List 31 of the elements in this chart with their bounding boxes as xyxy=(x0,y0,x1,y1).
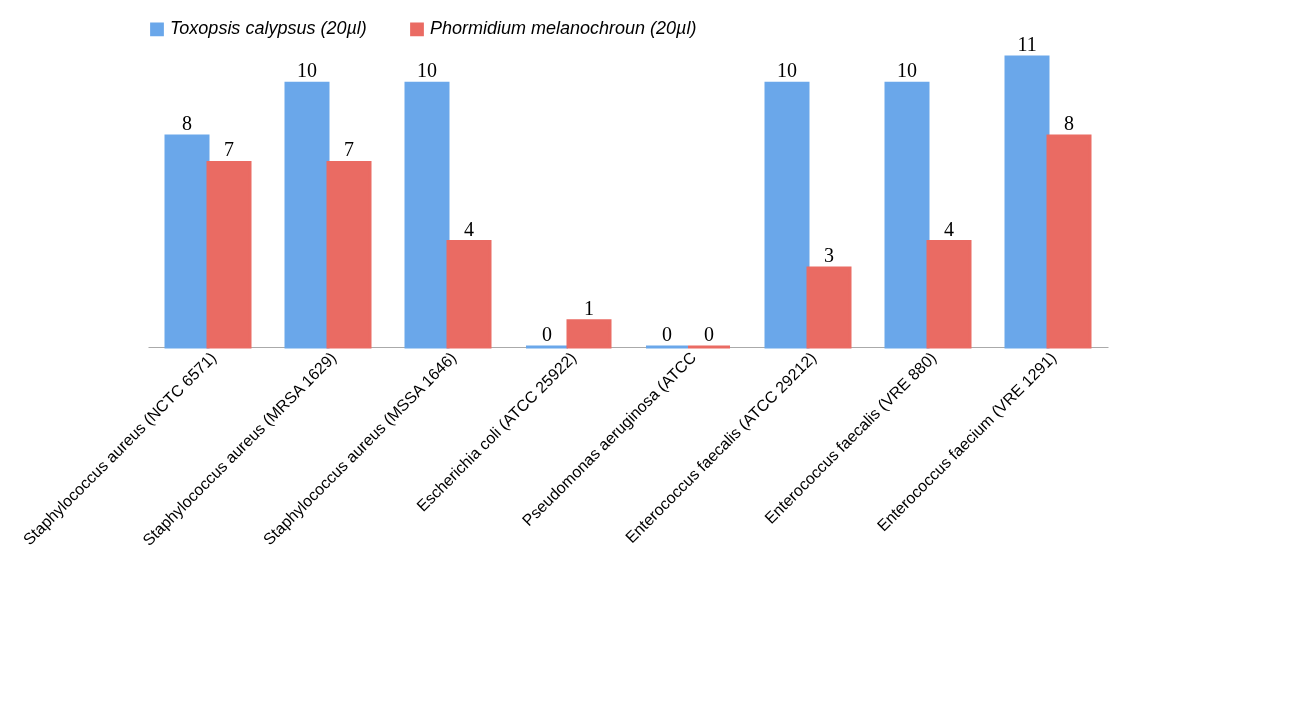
data-label: 1 xyxy=(584,296,594,319)
data-label: 3 xyxy=(824,243,834,266)
data-label: 0 xyxy=(704,323,714,345)
bar xyxy=(1046,134,1092,349)
data-label: 4 xyxy=(944,217,954,240)
data-label: 8 xyxy=(182,112,192,135)
bar xyxy=(926,240,972,349)
bar xyxy=(206,160,252,349)
bar xyxy=(764,81,810,349)
legend-label: Phormidium melanochroun (20µl) xyxy=(430,18,697,39)
data-label: 7 xyxy=(224,138,234,161)
data-label: 10 xyxy=(297,59,317,82)
data-label: 4 xyxy=(464,217,474,240)
bar xyxy=(884,81,930,349)
bar xyxy=(326,160,372,349)
data-label: 8 xyxy=(1064,112,1074,135)
data-label: 11 xyxy=(1017,33,1037,55)
data-label: 10 xyxy=(897,59,917,82)
legend-label: Toxopsis calypsus (20µl) xyxy=(170,18,367,39)
bar xyxy=(284,81,330,349)
bar xyxy=(404,81,450,349)
bar xyxy=(164,134,210,349)
data-label: 0 xyxy=(662,323,672,345)
data-label: 0 xyxy=(542,323,552,345)
bar xyxy=(566,319,612,349)
data-label: 10 xyxy=(777,59,797,82)
bar xyxy=(446,240,492,349)
data-label: 10 xyxy=(417,59,437,82)
bar xyxy=(806,266,852,349)
bar xyxy=(1004,55,1050,349)
data-label: 7 xyxy=(344,138,354,161)
